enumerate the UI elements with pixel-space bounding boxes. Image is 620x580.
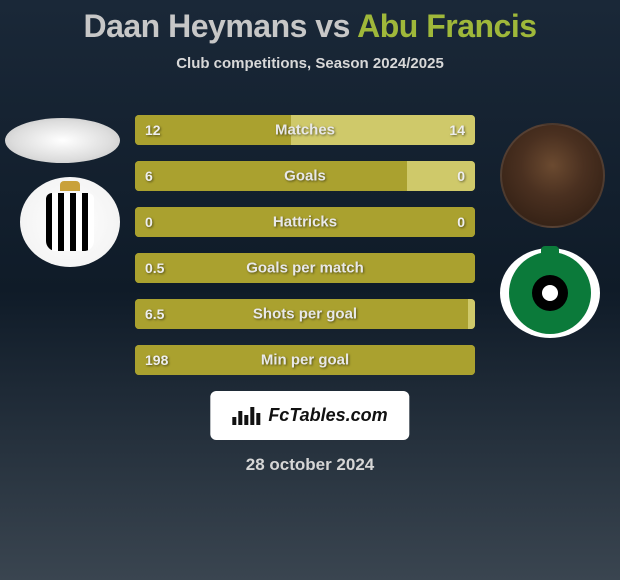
stat-value-right: 14 [449, 122, 465, 138]
stat-value-left: 12 [145, 122, 161, 138]
stats-bars: Matches 12 14 Goals 6 0 Hattricks 0 0 Goals per m… [135, 115, 475, 391]
stat-value-left: 0.5 [145, 260, 164, 276]
stat-row: Shots per goal 6.5 [135, 299, 475, 329]
player1-avatar [5, 118, 120, 163]
stat-value-left: 0 [145, 214, 153, 230]
stat-value-left: 6 [145, 168, 153, 184]
stat-value-right: 0 [457, 168, 465, 184]
stat-row: Goals 6 0 [135, 161, 475, 191]
stat-value-left: 198 [145, 352, 168, 368]
stat-label: Min per goal [261, 352, 349, 369]
crown-icon [541, 246, 559, 256]
stat-value-right: 0 [457, 214, 465, 230]
bar-right-fill [468, 299, 475, 329]
subtitle: Club competitions, Season 2024/2025 [0, 55, 620, 72]
brand-badge: FcTables.com [210, 391, 409, 440]
stat-row: Matches 12 14 [135, 115, 475, 145]
player1-club-crest [20, 177, 120, 267]
cercle-brugge-icon [509, 252, 591, 334]
charleroi-shield-icon [46, 193, 94, 251]
player2-avatar [500, 123, 605, 228]
stat-row: Min per goal 198 [135, 345, 475, 375]
stat-label: Hattricks [273, 214, 337, 231]
stat-label: Shots per goal [253, 306, 357, 323]
stat-row: Hattricks 0 0 [135, 207, 475, 237]
date-label: 28 october 2024 [0, 455, 620, 475]
player2-name: Abu Francis [357, 8, 536, 44]
player2-club-crest [500, 248, 600, 338]
player1-name: Daan Heymans [83, 8, 306, 44]
stat-label: Goals [284, 168, 326, 185]
brand-text: FcTables.com [268, 405, 387, 426]
stat-label: Matches [275, 122, 335, 139]
vs-label: vs [315, 8, 350, 44]
bar-left-fill [135, 161, 407, 191]
stat-row: Goals per match 0.5 [135, 253, 475, 283]
comparison-title: Daan Heymans vs Abu Francis [0, 0, 620, 45]
stat-label: Goals per match [246, 260, 364, 277]
stat-value-left: 6.5 [145, 306, 164, 322]
chart-icon [232, 407, 260, 425]
